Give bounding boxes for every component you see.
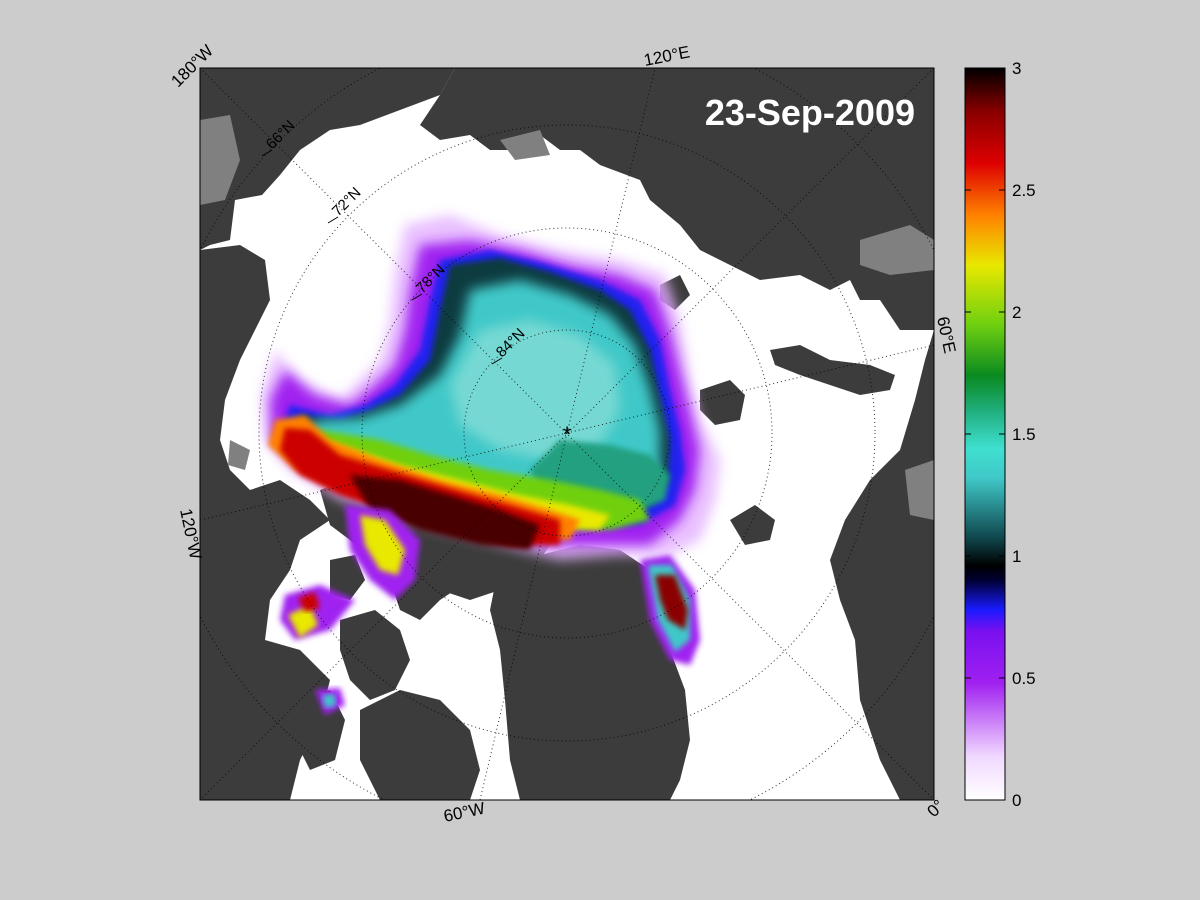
land-baffin <box>360 690 480 800</box>
colorbar-tick-2-5: 2.5 <box>1012 181 1036 200</box>
map-frame: * 66°N 72°N 78°N 84°N 23-Sep-2009 <box>200 68 934 800</box>
land-island-right <box>730 505 775 545</box>
land-ellesmere <box>420 540 520 600</box>
land-alt-patches <box>200 115 934 520</box>
lon-label-60e: 60°E <box>933 315 959 355</box>
colorbar-gradient <box>964 67 1006 801</box>
land-arch-2 <box>330 555 365 600</box>
sea-ice-thickness-field <box>262 215 720 715</box>
land-svalbard <box>700 380 745 425</box>
colorbar-tick-0: 0 <box>1012 791 1021 810</box>
date-label: 23-Sep-2009 <box>705 92 915 133</box>
colorbar-ticks <box>965 67 1005 801</box>
land-arch-3 <box>340 610 410 700</box>
land-novaya-zemlya <box>770 345 895 395</box>
pole-marker: * <box>563 422 572 447</box>
land-greenland <box>490 545 690 800</box>
lon-label-60w: 60°W <box>442 799 487 826</box>
colorbar-tick-1: 1 <box>1012 547 1021 566</box>
land-scandinavia <box>830 330 934 800</box>
colorbar-tick-1-5: 1.5 <box>1012 425 1036 444</box>
land-siberia <box>420 68 934 330</box>
colorbar: 0 0.5 1 1.5 2 2.5 3 <box>964 59 1036 810</box>
map-border <box>199 67 935 801</box>
colorbar-tick-2: 2 <box>1012 303 1021 322</box>
land-alaska <box>200 68 455 250</box>
lon-label-120e: 120°E <box>642 42 691 70</box>
graticule <box>200 68 934 800</box>
colorbar-tick-3: 3 <box>1012 59 1021 78</box>
land-canada <box>200 245 330 800</box>
colorbar-tick-0-5: 0.5 <box>1012 669 1036 688</box>
